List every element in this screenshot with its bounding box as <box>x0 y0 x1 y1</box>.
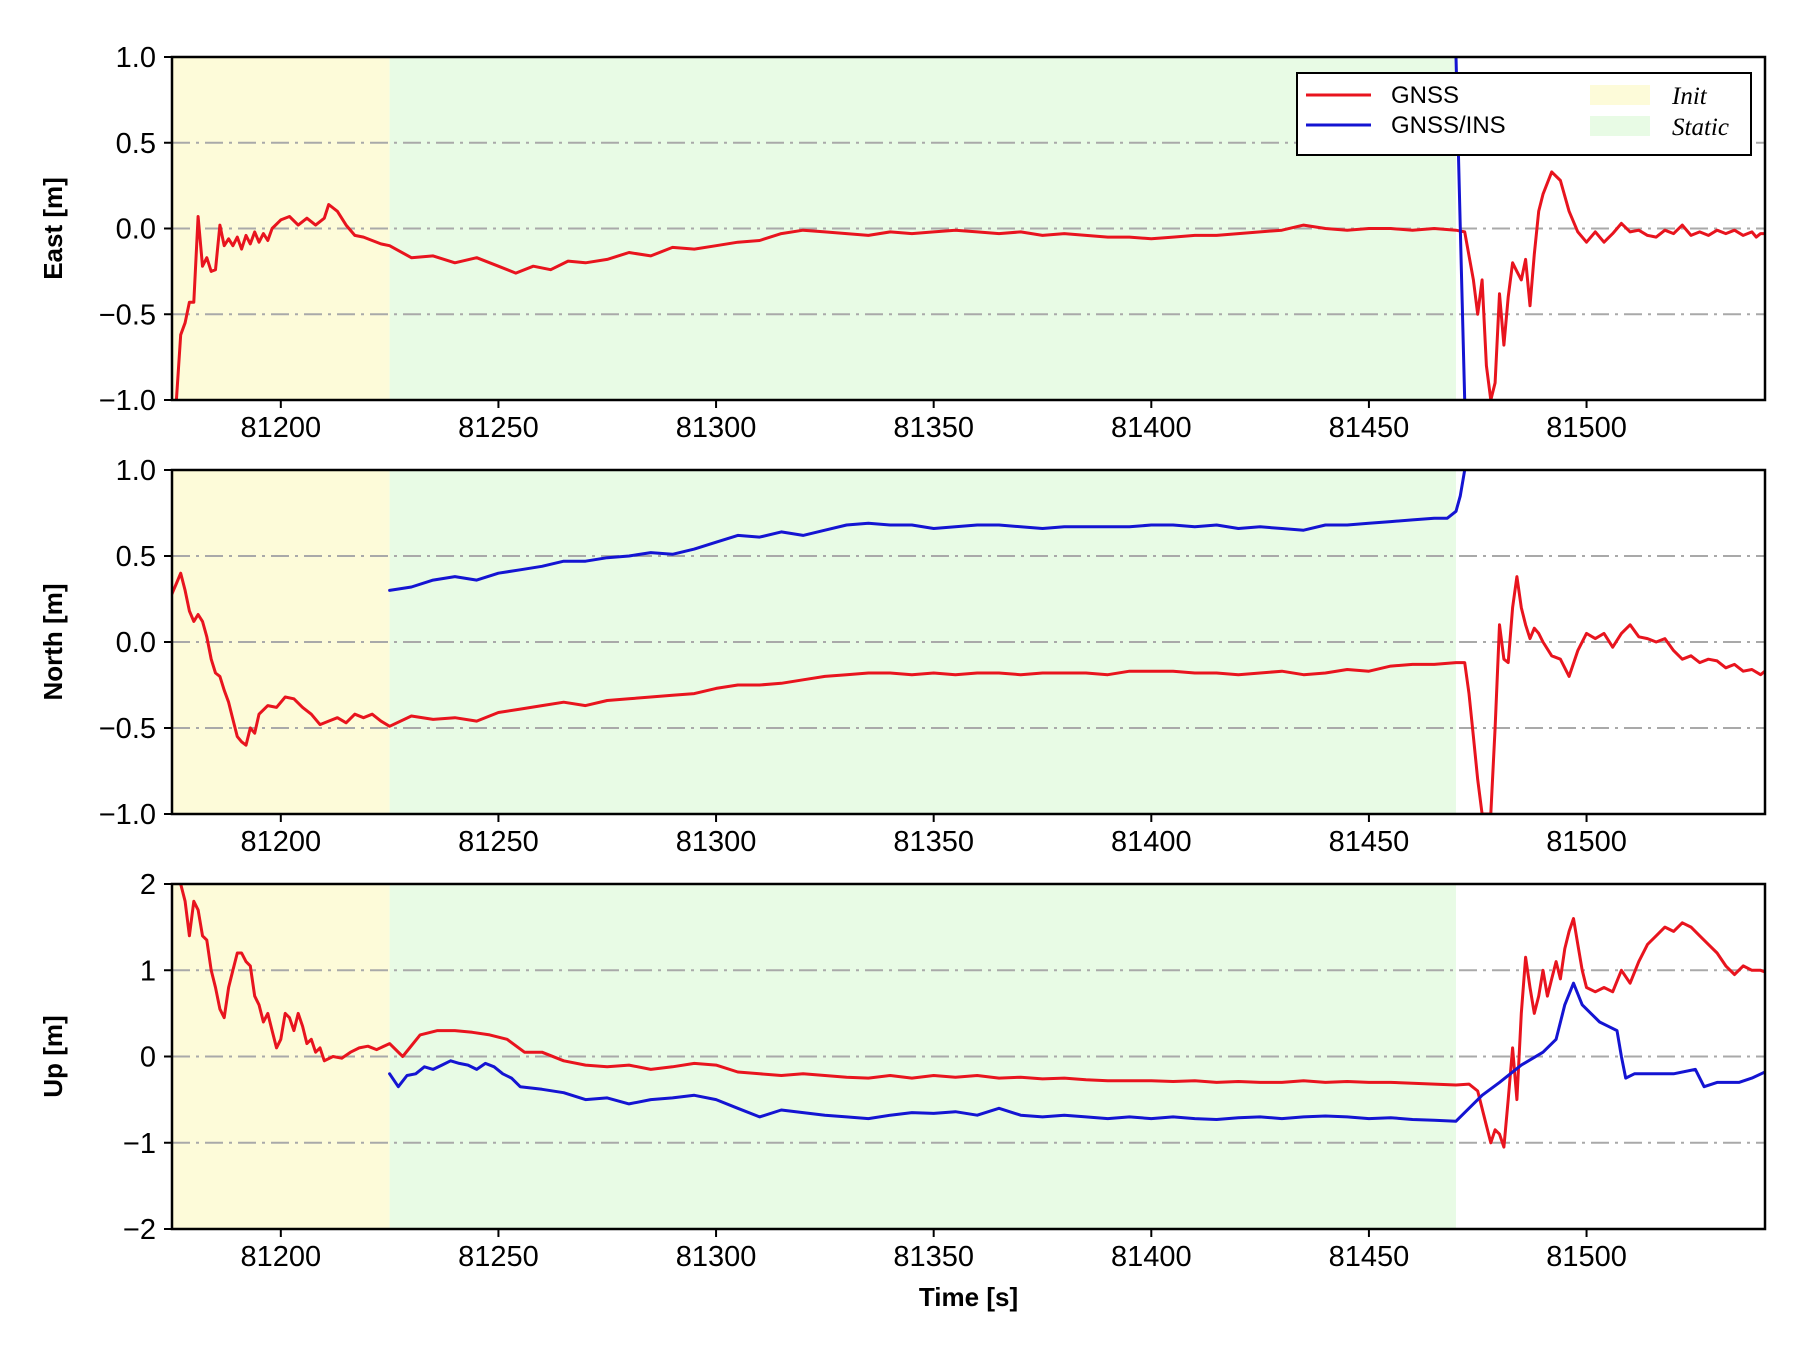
up-y-tick-label: 2 <box>140 869 156 901</box>
north-x-tick-label: 81400 <box>1111 826 1192 858</box>
east-series-gnss-line <box>174 170 1765 400</box>
north-x-ticks: 81200 81250 81300 81350 81400 81450 81500 <box>240 814 1627 858</box>
east-x-tick-label: 81250 <box>458 412 539 444</box>
north-x-tick-label: 81500 <box>1546 826 1627 858</box>
up-x-tick-label: 81450 <box>1329 1241 1410 1273</box>
up-x-tick-label: 81350 <box>893 1241 974 1273</box>
north-series-lines <box>172 470 1765 814</box>
up-series-lines <box>179 884 1765 1149</box>
north-series-gnss-line <box>172 571 1765 814</box>
east-x-ticks: 81200 81250 81300 81350 81400 81450 81500 <box>240 400 1627 444</box>
north-x-tick-label: 81450 <box>1329 826 1410 858</box>
north-y-ticks: −1.0 −0.5 0.0 0.5 1.0 <box>99 455 172 831</box>
up-y-tick-label: −2 <box>123 1214 156 1246</box>
north-y-tick-label: 0.0 <box>116 627 156 659</box>
east-y-ticks: −1.0 −0.5 0.0 0.5 1.0 <box>99 42 172 417</box>
up-x-tick-label: 81400 <box>1111 1241 1192 1273</box>
east-panel: 81200 81250 81300 81350 81400 81450 81500 −1.0… <box>38 42 1767 444</box>
legend-swatch-static <box>1590 116 1650 136</box>
up-x-tick-label: 81500 <box>1546 1241 1627 1273</box>
north-x-tick-label: 81200 <box>240 826 321 858</box>
east-y-tick-label: 1.0 <box>116 42 156 74</box>
up-x-tick-label: 81250 <box>458 1241 539 1273</box>
up-y-axis-label: Up [m] <box>38 1015 68 1097</box>
east-y-tick-label: 0.0 <box>116 214 156 246</box>
legend: GNSS GNSS/INS Init Static <box>1296 72 1752 156</box>
north-y-tick-label: 1.0 <box>116 455 156 487</box>
north-x-tick-label: 81250 <box>458 826 539 858</box>
east-x-tick-label: 81350 <box>893 412 974 444</box>
up-y-tick-label: 0 <box>140 1042 156 1074</box>
north-x-tick-label: 81300 <box>676 826 757 858</box>
legend-swatch-init <box>1590 85 1650 105</box>
east-x-tick-label: 81450 <box>1329 412 1410 444</box>
legend-label-gnss: GNSS <box>1391 82 1459 109</box>
up-panel: 81200 81250 81300 81350 81400 81450 81500 −2 −1… <box>38 869 1767 1312</box>
north-y-tick-label: 0.5 <box>116 541 156 573</box>
up-x-tick-label: 81300 <box>676 1241 757 1273</box>
up-series-gnss-ins-line <box>388 981 1765 1123</box>
north-panel: 81200 81250 81300 81350 81400 81450 81500 −1.0… <box>38 455 1767 858</box>
north-x-tick-label: 81350 <box>893 826 974 858</box>
east-y-tick-label: −1.0 <box>99 385 156 417</box>
legend-label-gnss-ins: GNSS/INS <box>1391 112 1506 139</box>
east-y-axis-label: East [m] <box>38 177 68 280</box>
legend-label-init: Init <box>1671 83 1708 110</box>
east-x-tick-label: 81500 <box>1546 412 1627 444</box>
up-y-tick-label: 1 <box>140 955 156 987</box>
legend-label-static: Static <box>1672 114 1729 141</box>
x-axis-label: Time [s] <box>919 1282 1018 1312</box>
north-y-tick-label: −0.5 <box>99 713 156 745</box>
east-y-tick-label: −0.5 <box>99 299 156 331</box>
north-y-tick-label: −1.0 <box>99 799 156 831</box>
north-series-gnss-ins-line <box>388 470 1467 592</box>
up-series-gnss-line <box>179 884 1765 1149</box>
up-x-ticks: 81200 81250 81300 81350 81400 81450 81500 <box>240 1229 1627 1273</box>
east-x-tick-label: 81300 <box>676 412 757 444</box>
east-y-tick-label: 0.5 <box>116 128 156 160</box>
up-y-ticks: −2 −1 0 1 2 <box>123 869 172 1246</box>
north-y-axis-label: North [m] <box>38 584 68 701</box>
up-x-tick-label: 81200 <box>240 1241 321 1273</box>
up-y-tick-label: −1 <box>123 1128 156 1160</box>
east-x-tick-label: 81200 <box>240 412 321 444</box>
east-x-tick-label: 81400 <box>1111 412 1192 444</box>
legend-box <box>1296 72 1752 156</box>
